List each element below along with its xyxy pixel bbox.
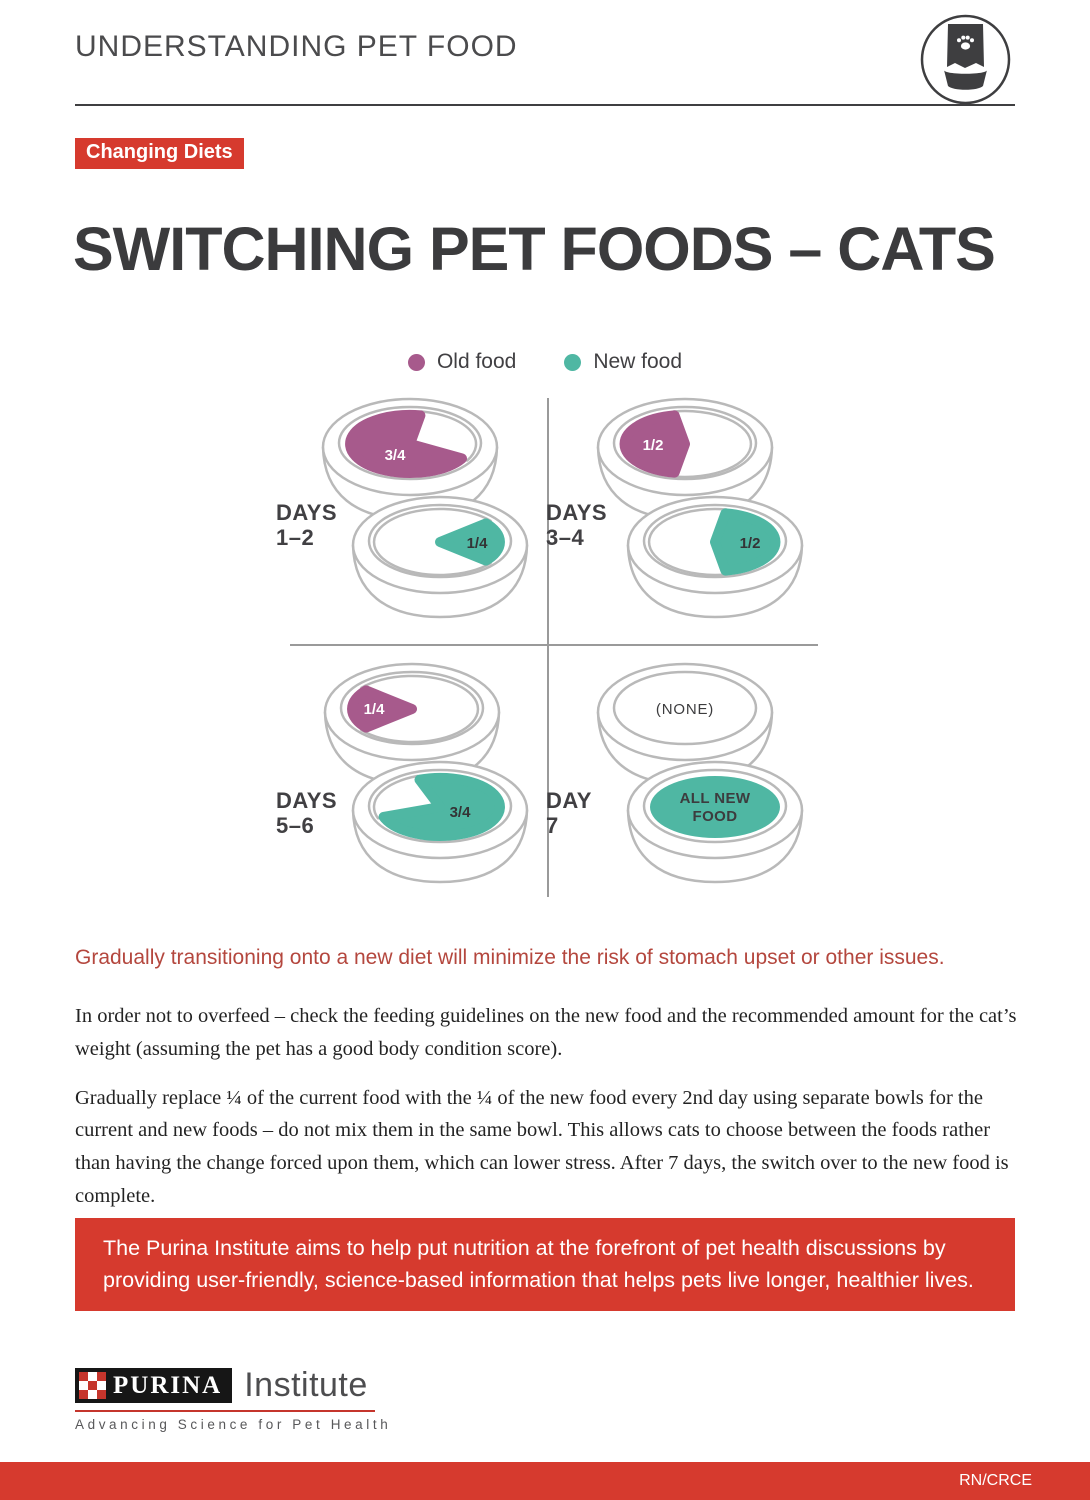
purina-institute-logo: PURINA Institute Advancing Science for P… [75,1366,391,1432]
header-divider [75,104,1015,106]
purina-institute-banner: The Purina Institute aims to help put nu… [75,1218,1015,1311]
new-food-portion [378,772,505,841]
fraction-label: 1/4 [364,701,386,718]
new-food-dot-icon [564,353,582,371]
paragraph-2: Gradually replace ¼ of the current food … [75,1086,1009,1207]
old-food-portion [619,410,690,478]
logo-red-rule [75,1410,375,1412]
quadrant-days-3-4: 1/2 1/2 DAYS 3–4 [546,390,820,650]
bowls-days-3-4: 1/2 1/2 [596,397,804,619]
quadrant-label: DAYS 5–6 [276,788,338,839]
quadrant-label: DAY 7 [546,788,592,839]
old-food-bowl: 1/4 [323,662,501,786]
legend-label-new: New food [593,350,683,373]
bowls-days-5-6: 1/4 3/4 [323,662,529,884]
new-food-bowl: 3/4 [351,760,529,884]
page-title: SWITCHING PET FOODS – CATS [73,215,996,283]
institute-text: Institute [244,1366,368,1404]
transition-diagram: 3/4 1/4 DAYS 1–2 1 [276,390,820,915]
diagram-vertical-divider [547,398,549,897]
old-food-bowl: 3/4 [321,397,499,521]
legend-label-old: Old food [436,350,517,373]
legend-item-old-food: Old food [407,350,517,374]
old-food-portion [345,409,467,478]
new-food-bowl: 1/4 [351,495,529,619]
quadrant-label: DAYS 3–4 [546,500,608,551]
empty-bowl: (NONE) [596,662,774,786]
empty-portion [372,507,492,577]
all-new-food-bowl: ALL NEW FOOD [626,760,804,884]
quadrant-day-7: (NONE) ALL NEW FOOD DAY 7 [546,655,820,915]
paragraph-1: In order not to overfeed – check the fee… [75,1005,1017,1060]
legend-item-new-food: New food [564,350,682,374]
diagram-horizontal-divider [290,644,818,646]
none-label: (NONE) [656,701,714,718]
new-food-full-portion [650,776,780,838]
legend: Old food New food [0,350,1090,374]
quadrant-days-1-2: 3/4 1/4 DAYS 1–2 [276,390,550,650]
callout-text: Gradually transitioning onto a new diet … [75,946,945,969]
purina-brand-text: PURINA [113,1371,223,1399]
purina-checkerboard-icon [79,1372,106,1399]
new-food-portion [435,518,505,566]
empty-portion [360,674,480,744]
old-food-portion [347,685,417,733]
banner-text: The Purina Institute aims to help put nu… [103,1236,974,1292]
fraction-label: 1/4 [467,535,489,552]
bowls-days-1-2: 3/4 1/4 [321,397,529,619]
empty-portion [647,507,728,577]
all-new-food-label-line1: ALL NEW [680,790,751,807]
new-food-bowl: 1/2 [626,495,804,619]
old-food-dot-icon [407,353,425,371]
fraction-label: 1/2 [740,535,761,552]
fraction-label: 3/4 [385,447,407,464]
all-new-food-label-line2: FOOD [693,808,738,825]
new-food-portion [710,508,781,576]
pet-food-bag-icon [920,14,1011,105]
old-food-bowl: 1/2 [596,397,774,521]
quadrant-label: DAYS 1–2 [276,500,338,551]
bowls-day-7: (NONE) ALL NEW FOOD [596,662,804,884]
fraction-label: 1/2 [643,437,664,454]
fraction-label: 3/4 [450,804,472,821]
footer-bar: RN/CRCE [0,1462,1090,1500]
quadrant-days-5-6: 1/4 3/4 DAYS 5–6 [276,655,550,915]
logo-tagline: Advancing Science for Pet Health [75,1417,392,1432]
purina-wordmark: PURINA [75,1368,233,1403]
section-badge: Changing Diets [75,138,244,169]
page-header-title: UNDERSTANDING PET FOOD [75,30,518,63]
empty-portion [672,409,753,479]
footer-code: RN/CRCE [959,1472,1032,1489]
